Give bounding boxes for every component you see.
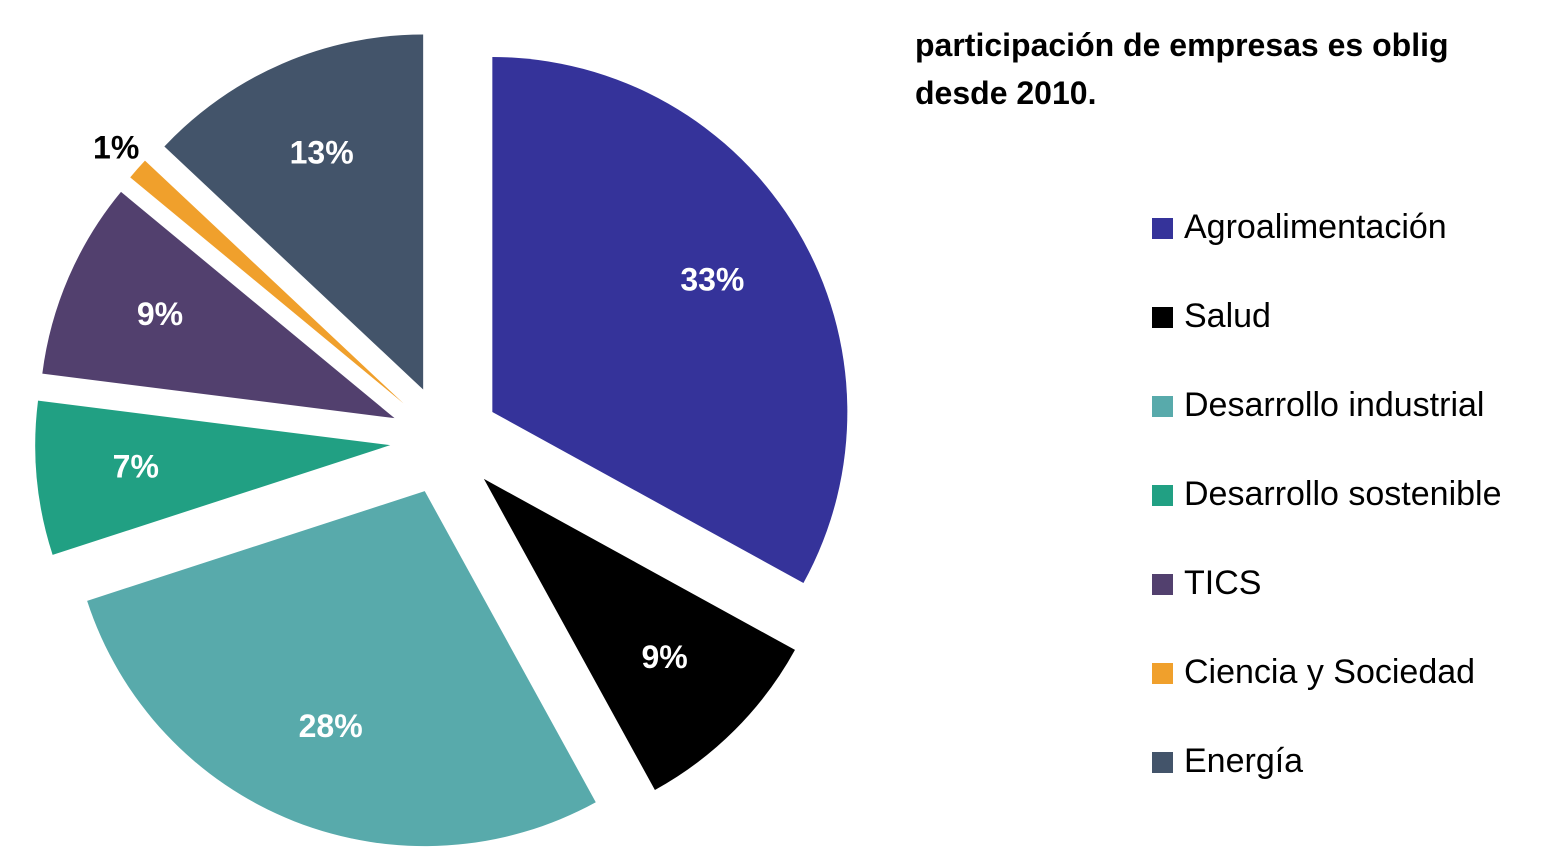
legend-swatch [1152, 485, 1173, 506]
pie-slice [492, 57, 848, 584]
chart-title: participación de empresas es oblig [915, 27, 1449, 63]
data-label: 33% [680, 261, 744, 297]
chart-title: desde 2010. [915, 75, 1096, 111]
pie-slice [87, 491, 596, 847]
data-label: 13% [290, 134, 354, 170]
data-label: 1% [93, 130, 139, 166]
pie-slice [42, 191, 395, 419]
data-label: 9% [642, 639, 688, 675]
legend-label: Salud [1184, 297, 1271, 335]
pie-slice [35, 400, 391, 555]
legend-label: Ciencia y Sociedad [1184, 653, 1475, 691]
legend-label: Desarrollo sostenible [1184, 475, 1502, 513]
legend-swatch [1152, 218, 1173, 239]
legend-swatch [1152, 307, 1173, 328]
legend-label: Energía [1184, 742, 1303, 780]
legend-label: TICS [1184, 564, 1261, 602]
pie-slice [483, 478, 795, 790]
data-label: 7% [113, 449, 159, 485]
pie-slice [164, 34, 424, 390]
pie-slice [130, 160, 404, 404]
data-label: 28% [299, 708, 363, 744]
legend-swatch [1152, 574, 1173, 595]
legend-swatch [1152, 396, 1173, 417]
legend-swatch [1152, 752, 1173, 773]
legend-label: Agroalimentación [1184, 208, 1447, 246]
data-label: 9% [137, 296, 183, 332]
legend-swatch [1152, 663, 1173, 684]
legend-label: Desarrollo industrial [1184, 386, 1484, 424]
